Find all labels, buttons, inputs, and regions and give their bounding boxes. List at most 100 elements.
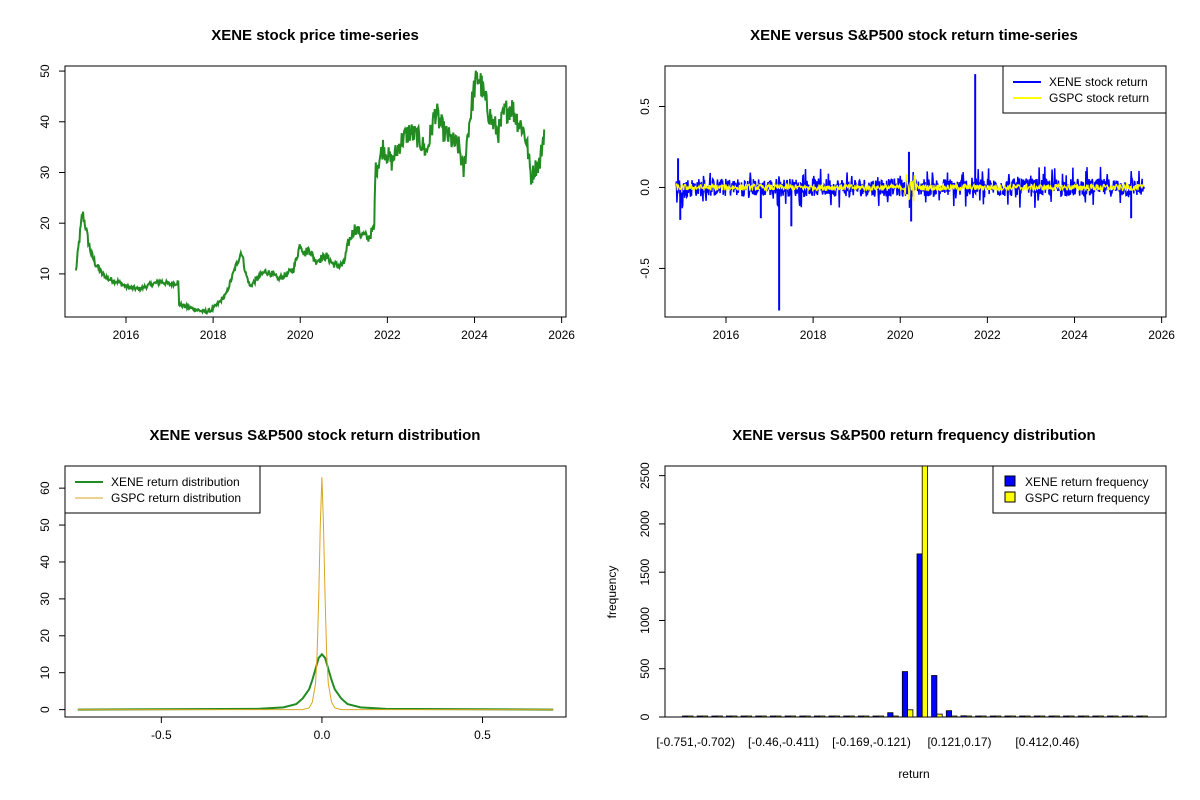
y-return-dist-tick-label: 20 [38,629,52,643]
series-return-ts [675,74,1145,311]
bar-xene-freq [726,715,733,718]
bar-gspc-freq [731,715,738,718]
x-return-ts-tick-label: 2022 [974,328,1001,342]
legend-label-xene-freq: XENE return frequency [1025,475,1148,489]
y-frequency-tick-label: 2500 [638,462,652,489]
bar-xene-freq [901,671,908,718]
y-frequency-tick-label: 1000 [638,607,652,634]
bar-xene-freq [916,553,923,718]
bar-xene-freq [1033,715,1040,718]
bar-xene-freq [755,715,762,718]
legend-swatch-xene-freq [1004,475,1016,487]
bar-gspc-freq [907,709,914,718]
y-frequency-tick-label: 500 [638,658,652,678]
bar-gspc-freq [980,715,987,718]
bar-xene-freq [960,715,967,718]
bar-gspc-freq [760,715,767,718]
bar-xene-freq [1077,715,1084,718]
y-frequency-tick-label: 0 [638,713,652,720]
plot-frame-price [64,65,567,318]
bar-gspc-freq [1083,715,1090,718]
bar-gspc-freq [702,715,709,718]
bar-xene-freq [872,715,879,718]
legend-return-ts: XENE stock return GSPC stock return [1002,65,1167,114]
x-return-ts-tick-label: 2024 [1061,328,1088,342]
bar-gspc-freq [804,715,811,718]
legend-label-xene-return: XENE stock return [1049,75,1148,89]
line-xene-price [74,70,546,316]
x-axis-label-frequency: return [898,767,929,781]
bar-gspc-freq [775,715,782,718]
bar-gspc-freq [921,465,928,718]
bar-xene-freq [696,715,703,718]
x-tick-label-frequency: [-0.751,-0.702) [656,735,735,749]
panel-return-distribution: XENE versus S&P500 stock return distribu… [38,427,567,742]
bar-xene-freq [828,715,835,718]
legend-label-gspc-freq: GSPC return frequency [1025,491,1150,505]
bar-xene-freq [1019,715,1026,718]
bar-xene-freq [975,715,982,718]
x-return-ts-tick-label: 2026 [1148,328,1175,342]
legend-box-return-dist [64,465,261,514]
bar-xene-freq [857,715,864,718]
y-price-tick-label: 10 [38,267,52,281]
x-tick-labels-frequency: [-0.751,-0.702) [-0.46,-0.411) [-0.169,-0.… [656,735,1079,749]
bar-xene-freq [1121,715,1128,718]
bar-xene-freq [1107,715,1114,718]
bar-gspc-freq [746,715,753,718]
bar-gspc-freq [1141,715,1148,718]
legend-frequency: XENE return frequency GSPC return freque… [992,465,1167,514]
bar-xene-freq [1063,715,1070,718]
bar-gspc-freq [936,713,943,718]
x-price-tick-label: 2026 [548,328,575,342]
x-return-ts-tick-label: 2018 [800,328,827,342]
legend-label-gspc-dist: GSPC return distribution [111,491,241,505]
bar-xene-freq [989,715,996,718]
y-return-dist-tick-label: 60 [38,481,52,495]
bar-gspc-freq [848,715,855,718]
x-tick-label-frequency: [-0.169,-0.121) [832,735,911,749]
bar-gspc-freq [1127,715,1134,718]
x-tick-label-frequency: [0.412,0.46) [1015,735,1079,749]
bar-xene-freq [711,715,718,718]
series-xene-price [74,70,546,316]
x-ticks-price: 2016 2018 2020 2022 2024 2026 [113,316,575,342]
y-frequency-tick-label: 1500 [638,559,652,586]
y-return-dist-tick-label: 50 [38,518,52,532]
x-return-dist-tick-label: -0.5 [151,728,172,742]
bar-xene-freq [1136,715,1143,718]
bar-gspc-freq [951,715,958,718]
y-ticks-return-ts: -0.5 0.0 0.5 [638,98,666,279]
bar-gspc-freq [1039,715,1046,718]
bar-gspc-freq [1112,715,1119,718]
bar-gspc-freq [1053,715,1060,718]
x-return-dist-tick-label: 0.0 [314,728,331,742]
bar-xene-freq [945,710,952,718]
bar-gspc-freq [965,715,972,718]
title-return-ts: XENE versus S&P500 stock return time-ser… [750,27,1078,44]
legend-box-frequency [992,465,1167,514]
bar-gspc-freq [1097,715,1104,718]
y-ticks-return-dist: 0 10 20 30 40 50 60 [38,481,66,713]
x-price-tick-label: 2018 [200,328,227,342]
x-return-ts-tick-label: 2016 [713,328,740,342]
y-ticks-price: 10 20 30 40 50 [38,64,66,281]
y-price-tick-label: 40 [38,115,52,129]
bar-xene-freq [799,715,806,718]
bar-gspc-freq [1009,715,1016,718]
panel-frequency-distribution: XENE versus S&P500 return frequency dist… [605,427,1167,781]
y-price-tick-label: 20 [38,216,52,230]
bar-xene-freq [770,715,777,718]
y-axis-label-frequency: frequency [605,566,619,619]
x-return-ts-tick-label: 2020 [887,328,914,342]
y-return-ts-tick-label: 0.5 [638,98,652,115]
legend-return-dist: XENE return distribution GSPC return dis… [64,465,261,514]
bar-xene-freq [931,675,938,718]
x-ticks-return-ts: 2016 2018 2020 2022 2024 2026 [713,316,1175,342]
legend-box-return-ts [1002,65,1167,114]
bar-gspc-freq [833,715,840,718]
x-price-tick-label: 2024 [461,328,488,342]
curve-xene-dist [77,652,554,711]
